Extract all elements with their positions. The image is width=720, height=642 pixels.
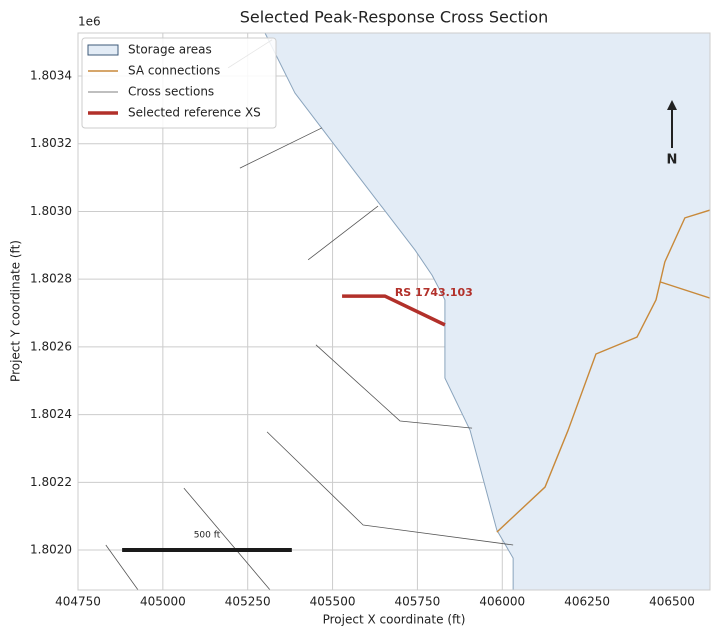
y-tick-label: 1.8032	[30, 136, 72, 150]
x-tick-label: 406500	[649, 595, 695, 609]
north-label: N	[667, 153, 678, 168]
y-tick-label: 1.8034	[30, 69, 72, 83]
series-group	[105, 33, 710, 590]
x-tick-label: 405000	[140, 595, 186, 609]
x-tick-label: 406250	[564, 595, 610, 609]
series-line	[496, 209, 710, 533]
y-offset-label: 1e6	[78, 15, 101, 29]
legend-label: Selected reference XS	[128, 106, 261, 120]
scale-bar-label: 500 ft	[194, 531, 221, 541]
legend-label: SA connections	[128, 64, 220, 78]
y-tick-label: 1.8030	[30, 204, 72, 218]
x-tick-label: 405250	[225, 595, 271, 609]
annotation: RS 1743.103	[395, 286, 473, 299]
y-tick-label: 1.8022	[30, 475, 72, 489]
y-tick-label: 1.8020	[30, 543, 72, 557]
y-tick-label: 1.8024	[30, 407, 72, 421]
legend: Storage areas SA connections Cross section…	[81, 37, 277, 129]
y-tick-label: 1.8026	[30, 339, 72, 353]
axes-frame	[77, 32, 711, 591]
y-axis-label: Project Y coordinate (ft)	[9, 240, 23, 382]
x-axis-label: Project X coordinate (ft)	[323, 613, 466, 627]
x-tick-label: 405500	[310, 595, 356, 609]
legend-label: Cross sections	[128, 85, 214, 99]
storage-area	[264, 33, 710, 590]
legend-swatch	[87, 44, 119, 56]
north-arrow-head	[667, 100, 677, 110]
y-tick-label: 1.8028	[30, 272, 72, 286]
x-tick-label: 404750	[55, 595, 101, 609]
series-line	[342, 294, 446, 327]
legend-box	[81, 37, 277, 129]
legend-label: Storage areas	[128, 43, 212, 57]
x-tick-label: 405750	[395, 595, 441, 609]
chart-title: Selected Peak-Response Cross Section	[240, 8, 549, 27]
x-tick-label: 406000	[479, 595, 525, 609]
